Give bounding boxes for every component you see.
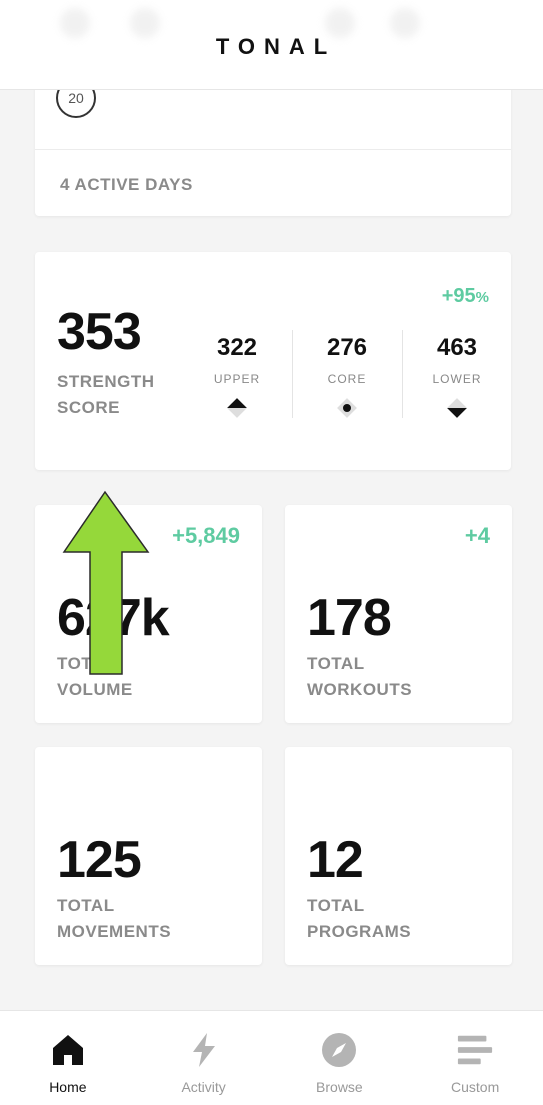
custom-bars-icon xyxy=(458,1035,493,1065)
app-header: TONAL xyxy=(0,0,543,90)
blurred-status-icon xyxy=(390,8,420,38)
programs-label: TOTAL PROGRAMS xyxy=(307,896,412,941)
movements-value: 125 xyxy=(57,831,142,889)
workouts-delta: +4 xyxy=(464,523,490,548)
nav-item-home[interactable]: Home xyxy=(0,1011,136,1105)
total-movements-card[interactable]: 125 TOTAL MOVEMENTS xyxy=(35,747,262,965)
workouts-value: 178 xyxy=(307,589,392,647)
strength-change: +95% xyxy=(441,285,489,307)
lower-body-icon xyxy=(447,398,467,418)
nav-label: Custom xyxy=(451,1079,500,1095)
region-lower: 463 LOWER xyxy=(412,334,502,425)
region-core: 276 CORE xyxy=(302,334,392,425)
strength-score-card[interactable]: +95% 353 STRENGTH SCORE 322 UPPER 276 CO… xyxy=(35,252,511,470)
tonal-logo: TONAL xyxy=(215,34,337,59)
nav-item-custom[interactable]: Custom xyxy=(407,1011,543,1105)
region-label: CORE xyxy=(327,372,367,386)
nav-label: Browse xyxy=(316,1079,363,1095)
volume-delta: +5,849 xyxy=(172,523,240,548)
region-value: 463 xyxy=(436,334,478,361)
blurred-status-icon xyxy=(325,8,355,38)
home-icon xyxy=(52,1035,83,1065)
lightning-icon xyxy=(192,1033,215,1067)
total-workouts-card[interactable]: +4 178 TOTAL WORKOUTS xyxy=(285,505,512,723)
region-label: UPPER xyxy=(213,372,261,386)
nav-item-activity[interactable]: Activity xyxy=(136,1011,272,1105)
divider xyxy=(35,149,511,150)
strength-score-label: STRENGTH SCORE xyxy=(57,372,155,417)
blurred-status-icon xyxy=(60,8,90,38)
workouts-label: TOTAL WORKOUTS xyxy=(307,654,413,699)
region-upper: 322 UPPER xyxy=(192,334,282,425)
region-label: LOWER xyxy=(432,372,482,386)
region-value: 276 xyxy=(326,334,368,361)
bottom-nav: Home Activity Browse Custom xyxy=(0,1010,543,1105)
nav-label: Home xyxy=(49,1079,87,1095)
nav-item-browse[interactable]: Browse xyxy=(272,1011,408,1105)
total-programs-card[interactable]: 12 TOTAL PROGRAMS xyxy=(285,747,512,965)
movements-label: TOTAL MOVEMENTS xyxy=(57,896,172,941)
upper-body-icon xyxy=(227,398,247,418)
divider xyxy=(402,330,403,418)
strength-score-value: 353 xyxy=(57,303,142,361)
active-days-label: 4 ACTIVE DAYS xyxy=(60,175,193,194)
programs-value: 12 xyxy=(307,831,364,889)
region-value: 322 xyxy=(216,334,258,361)
divider xyxy=(292,330,293,418)
core-icon xyxy=(337,398,357,418)
up-arrow-icon xyxy=(62,490,150,675)
nav-label: Activity xyxy=(181,1079,226,1095)
blurred-status-icon xyxy=(130,8,160,38)
compass-icon xyxy=(322,1033,357,1067)
